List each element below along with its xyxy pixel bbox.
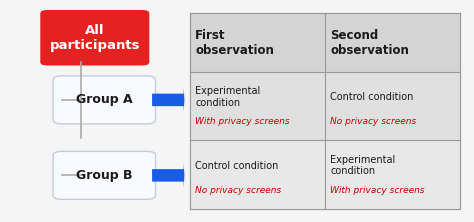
FancyBboxPatch shape	[190, 13, 460, 72]
Text: Second
observation: Second observation	[330, 29, 409, 57]
Text: First
observation: First observation	[195, 29, 274, 57]
Text: With privacy screens: With privacy screens	[195, 117, 290, 126]
FancyBboxPatch shape	[190, 140, 460, 209]
FancyBboxPatch shape	[190, 72, 460, 140]
Text: Group A: Group A	[76, 93, 133, 106]
Text: Group B: Group B	[76, 169, 133, 182]
Text: Experimental
condition: Experimental condition	[195, 86, 261, 108]
FancyBboxPatch shape	[53, 151, 155, 199]
FancyBboxPatch shape	[40, 10, 149, 65]
FancyBboxPatch shape	[190, 13, 460, 209]
Text: No privacy screens: No privacy screens	[195, 186, 282, 195]
Text: Control condition: Control condition	[195, 161, 279, 170]
Text: With privacy screens: With privacy screens	[330, 186, 425, 195]
Text: All
participants: All participants	[50, 24, 140, 52]
FancyBboxPatch shape	[53, 76, 155, 124]
Text: Control condition: Control condition	[330, 92, 414, 102]
Text: No privacy screens: No privacy screens	[330, 117, 417, 126]
Text: Experimental
condition: Experimental condition	[330, 155, 396, 176]
